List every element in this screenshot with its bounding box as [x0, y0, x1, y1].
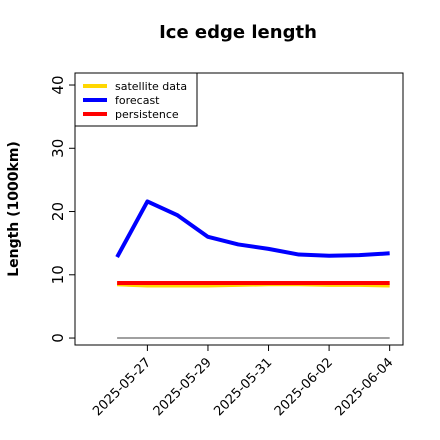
y-tick-label: 10: [49, 265, 67, 284]
x-tick-label: 2025-05-29: [151, 355, 215, 419]
legend-label: forecast: [115, 94, 160, 107]
y-tick-label: 40: [49, 75, 67, 94]
chart-title: Ice edge length: [159, 22, 317, 43]
plot-frame: [74, 72, 404, 346]
legend-label: persistence: [115, 108, 179, 121]
y-tick-label: 0: [49, 333, 67, 343]
x-tick-label: 2025-05-27: [90, 355, 154, 419]
y-tick-label: 20: [49, 202, 67, 221]
y-axis-label: Length (1000km): [6, 141, 22, 277]
x-tick-label: 2025-05-31: [211, 355, 275, 419]
x-tick-label: 2025-06-02: [272, 355, 336, 419]
legend-label: satellite data: [115, 80, 187, 93]
y-tick-label: 30: [49, 139, 67, 158]
x-tick-label: 2025-06-04: [332, 355, 396, 419]
series-line: [115, 199, 390, 259]
